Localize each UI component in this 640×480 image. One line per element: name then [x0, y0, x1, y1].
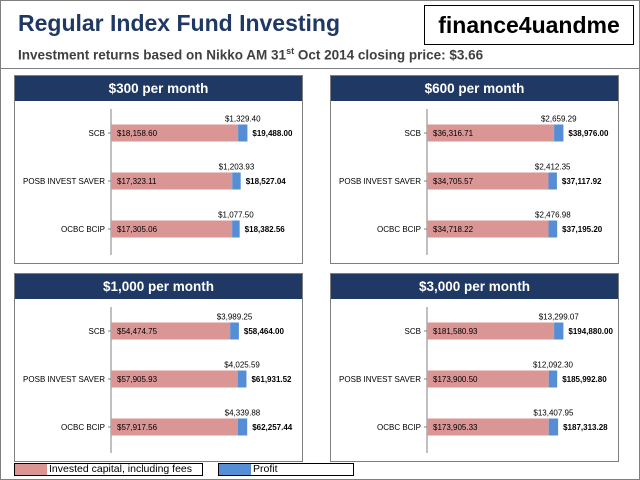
legend-swatch-profit	[219, 464, 251, 475]
data-label-total-scb: $194,880.00	[568, 327, 613, 336]
data-label-total-scb: $58,464.00	[244, 327, 285, 336]
data-label-invested-scb: $18,158.60	[117, 129, 158, 138]
bar-invested-ocbc-bcip	[111, 220, 233, 238]
chart-panel-3000: $3,000 per month SCB $181,580.93 $13,299.0…	[330, 273, 619, 462]
brand-logo-box: finance4uandme	[424, 5, 634, 45]
data-label-invested-posb-invest-saver: $173,900.50	[433, 375, 478, 384]
subtitle-text-start: Investment returns based on Nikko AM 31	[18, 47, 287, 63]
legend-swatch-invested	[15, 464, 47, 475]
bar-invested-scb	[427, 124, 555, 142]
data-label-profit-posb-invest-saver: $2,412.35	[535, 163, 571, 172]
data-label-profit-ocbc-bcip: $13,407.95	[533, 409, 574, 418]
category-label-ocbc-bcip: OCBC BCIP	[377, 423, 421, 432]
legend-profit: Profit	[218, 463, 354, 476]
data-label-invested-posb-invest-saver: $34,705.57	[433, 177, 474, 186]
chart-panel-300: $300 per month SCB $18,158.60 $1,329.40 $19…	[14, 75, 303, 264]
data-label-total-posb-invest-saver: $185,992.80	[562, 375, 607, 384]
bar-profit-ocbc-bcip	[232, 220, 240, 238]
data-label-total-ocbc-bcip: $187,313.28	[563, 423, 608, 432]
data-label-profit-scb: $1,329.40	[225, 115, 261, 124]
bar-invested-scb	[111, 124, 239, 142]
bar-profit-ocbc-bcip	[548, 220, 558, 238]
category-label-scb: SCB	[405, 129, 421, 138]
bar-profit-posb-invest-saver	[548, 370, 558, 388]
data-label-invested-posb-invest-saver: $57,905.93	[117, 375, 158, 384]
subtitle-superscript: st	[286, 46, 295, 56]
page-subtitle: Investment returns based on Nikko AM 31s…	[18, 46, 483, 63]
bar-profit-scb	[554, 322, 564, 340]
bar-profit-ocbc-bcip	[548, 418, 559, 436]
category-label-scb: SCB	[89, 129, 105, 138]
data-label-profit-posb-invest-saver: $12,092.30	[533, 361, 574, 370]
category-label-posb-invest-saver: POSB INVEST SAVER	[339, 177, 421, 186]
bar-profit-scb	[230, 322, 239, 340]
category-label-ocbc-bcip: OCBC BCIP	[377, 225, 421, 234]
page-title: Regular Index Fund Investing	[18, 10, 341, 36]
category-label-posb-invest-saver: POSB INVEST SAVER	[23, 375, 105, 384]
data-label-invested-ocbc-bcip: $34,718.22	[433, 225, 474, 234]
title-divider	[0, 68, 640, 69]
bar-profit-posb-invest-saver	[548, 172, 557, 190]
category-label-ocbc-bcip: OCBC BCIP	[61, 423, 105, 432]
data-label-invested-ocbc-bcip: $17,305.06	[117, 225, 158, 234]
data-label-total-posb-invest-saver: $37,117.92	[562, 177, 602, 186]
bar-profit-posb-invest-saver	[237, 370, 247, 388]
chart-1000-per-month: SCB $54,474.75 $3,989.25 $58,464.00 POSB INV…	[23, 307, 293, 453]
bar-invested-posb-invest-saver	[427, 370, 549, 388]
data-label-total-ocbc-bcip: $18,382.56	[245, 225, 286, 234]
data-label-total-ocbc-bcip: $62,257.44	[252, 423, 293, 432]
bar-profit-posb-invest-saver	[232, 172, 241, 190]
data-label-profit-posb-invest-saver: $1,203.93	[219, 163, 255, 172]
category-label-scb: SCB	[405, 327, 421, 336]
data-label-total-posb-invest-saver: $61,931.52	[251, 375, 292, 384]
data-label-invested-ocbc-bcip: $173,905.33	[433, 423, 478, 432]
bar-invested-ocbc-bcip	[427, 418, 549, 436]
chart-600-per-month: SCB $36,316.71 $2,659.29 $38,976.00 POSB INV…	[339, 109, 609, 255]
category-label-scb: SCB	[89, 327, 105, 336]
data-label-total-ocbc-bcip: $37,195.20	[562, 225, 603, 234]
data-label-invested-posb-invest-saver: $17,323.11	[117, 177, 157, 186]
category-label-posb-invest-saver: POSB INVEST SAVER	[339, 375, 421, 384]
data-label-profit-ocbc-bcip: $4,339.88	[225, 409, 261, 418]
chart-panel-1000: $1,000 per month SCB $54,474.75 $3,989.25 $…	[14, 273, 303, 462]
bar-invested-posb-invest-saver	[111, 370, 238, 388]
chart-panel-600: $600 per month SCB $36,316.71 $2,659.29 $38…	[330, 75, 619, 264]
chart-title: $3,000 per month	[331, 274, 618, 299]
data-label-profit-posb-invest-saver: $4,025.59	[224, 361, 260, 370]
legend-label-invested: Invested capital, including fees	[49, 463, 193, 475]
data-label-profit-scb: $3,989.25	[217, 313, 253, 322]
bar-profit-ocbc-bcip	[237, 418, 248, 436]
bar-invested-ocbc-bcip	[111, 418, 238, 436]
chart-title: $1,000 per month	[15, 274, 302, 299]
data-label-invested-scb: $181,580.93	[433, 327, 478, 336]
data-label-profit-scb: $2,659.29	[541, 115, 577, 124]
bar-invested-ocbc-bcip	[427, 220, 549, 238]
bar-profit-scb	[238, 124, 248, 142]
bar-invested-scb	[111, 322, 231, 340]
bar-invested-scb	[427, 322, 555, 340]
data-label-profit-ocbc-bcip: $1,077.50	[218, 211, 254, 220]
legend-invested: Invested capital, including fees	[14, 463, 203, 476]
bar-invested-posb-invest-saver	[427, 172, 549, 190]
data-label-total-scb: $19,488.00	[252, 129, 293, 138]
chart-3000-per-month: SCB $181,580.93 $13,299.07 $194,880.00 POSB …	[339, 307, 613, 453]
data-label-total-scb: $38,976.00	[568, 129, 609, 138]
category-label-posb-invest-saver: POSB INVEST SAVER	[23, 177, 105, 186]
chart-title: $300 per month	[15, 76, 302, 101]
chart-300-per-month: SCB $18,158.60 $1,329.40 $19,488.00 POSB INV…	[23, 109, 293, 255]
bar-profit-scb	[554, 124, 564, 142]
category-label-ocbc-bcip: OCBC BCIP	[61, 225, 105, 234]
data-label-invested-ocbc-bcip: $57,917.56	[117, 423, 158, 432]
data-label-invested-scb: $36,316.71	[433, 129, 474, 138]
data-label-invested-scb: $54,474.75	[117, 327, 158, 336]
bar-invested-posb-invest-saver	[111, 172, 233, 190]
subtitle-text-end: Oct 2014 closing price: $3.66	[294, 47, 484, 63]
chart-title: $600 per month	[331, 76, 618, 101]
data-label-profit-scb: $13,299.07	[539, 313, 580, 322]
data-label-total-posb-invest-saver: $18,527.04	[246, 177, 287, 186]
legend-label-profit: Profit	[253, 463, 278, 475]
data-label-profit-ocbc-bcip: $2,476.98	[535, 211, 571, 220]
